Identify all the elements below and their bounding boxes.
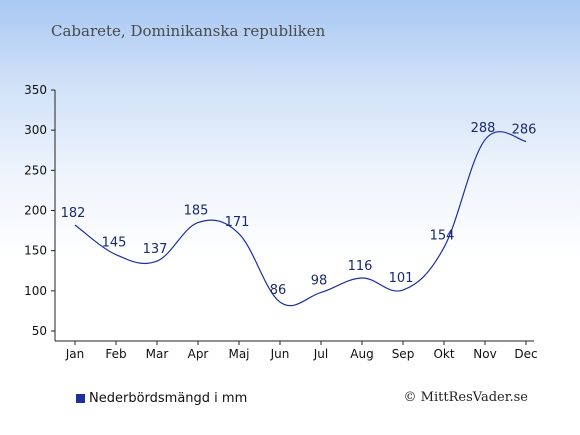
data-label: 98 xyxy=(311,273,328,288)
data-label: 101 xyxy=(389,271,414,286)
data-label: 171 xyxy=(225,215,250,230)
x-tick-label: Dec xyxy=(514,347,537,361)
data-label: 185 xyxy=(184,204,209,219)
x-tick-label: Okt xyxy=(433,347,454,361)
data-label: 286 xyxy=(512,122,537,137)
legend-swatch xyxy=(76,394,85,403)
y-tick-label: 350 xyxy=(24,83,47,97)
y-tick-label: 150 xyxy=(24,244,47,258)
y-tick-label: 200 xyxy=(24,204,47,218)
x-tick-label: Feb xyxy=(105,347,126,361)
legend-label: Nederbördsmängd i mm xyxy=(89,391,248,406)
data-label: 154 xyxy=(430,228,455,243)
data-label: 86 xyxy=(270,283,287,298)
legend: Nederbördsmängd i mm xyxy=(76,391,247,406)
x-tick-label: Jul xyxy=(313,347,328,361)
x-tick-label: Nov xyxy=(473,347,496,361)
credit-text: © MittResVader.se xyxy=(403,390,528,405)
y-tick-label: 100 xyxy=(24,284,47,298)
x-tick-label: Mar xyxy=(146,347,169,361)
series-line xyxy=(74,131,527,307)
x-tick-label: Sep xyxy=(392,347,415,361)
data-label: 288 xyxy=(471,121,496,136)
data-label: 137 xyxy=(143,242,168,257)
y-tick-label: 300 xyxy=(24,123,47,137)
y-tick-label: 50 xyxy=(32,324,47,338)
x-tick-label: Apr xyxy=(188,347,209,361)
x-tick-label: Maj xyxy=(228,347,249,361)
data-label: 145 xyxy=(102,236,127,251)
y-tick-label: 250 xyxy=(24,163,47,177)
chart-title: Cabarete, Dominikanska republiken xyxy=(51,22,326,40)
data-label: 182 xyxy=(61,206,86,221)
x-tick-label: Jun xyxy=(270,347,290,361)
x-tick-label: Aug xyxy=(350,347,373,361)
data-label: 116 xyxy=(348,259,373,274)
x-tick-label: Jan xyxy=(65,347,85,361)
